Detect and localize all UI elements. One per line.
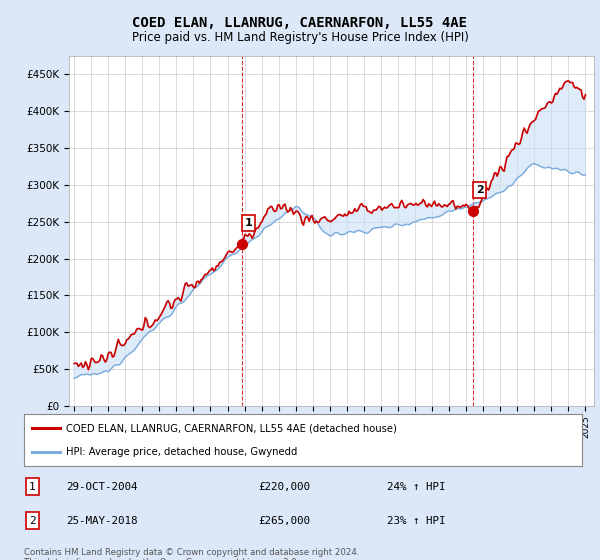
Text: Contains HM Land Registry data © Crown copyright and database right 2024.
This d: Contains HM Land Registry data © Crown c… (24, 548, 359, 560)
Text: 2: 2 (29, 516, 36, 526)
Text: 23% ↑ HPI: 23% ↑ HPI (387, 516, 445, 526)
Text: £265,000: £265,000 (259, 516, 310, 526)
Text: HPI: Average price, detached house, Gwynedd: HPI: Average price, detached house, Gwyn… (66, 447, 297, 457)
Text: 29-OCT-2004: 29-OCT-2004 (66, 482, 137, 492)
Text: 2: 2 (476, 185, 484, 195)
Text: 1: 1 (29, 482, 36, 492)
Text: £220,000: £220,000 (259, 482, 310, 492)
Text: 24% ↑ HPI: 24% ↑ HPI (387, 482, 445, 492)
Text: 25-MAY-2018: 25-MAY-2018 (66, 516, 137, 526)
Text: COED ELAN, LLANRUG, CAERNARFON, LL55 4AE: COED ELAN, LLANRUG, CAERNARFON, LL55 4AE (133, 16, 467, 30)
Text: Price paid vs. HM Land Registry's House Price Index (HPI): Price paid vs. HM Land Registry's House … (131, 31, 469, 44)
Text: COED ELAN, LLANRUG, CAERNARFON, LL55 4AE (detached house): COED ELAN, LLANRUG, CAERNARFON, LL55 4AE… (66, 423, 397, 433)
Text: 1: 1 (245, 218, 253, 228)
